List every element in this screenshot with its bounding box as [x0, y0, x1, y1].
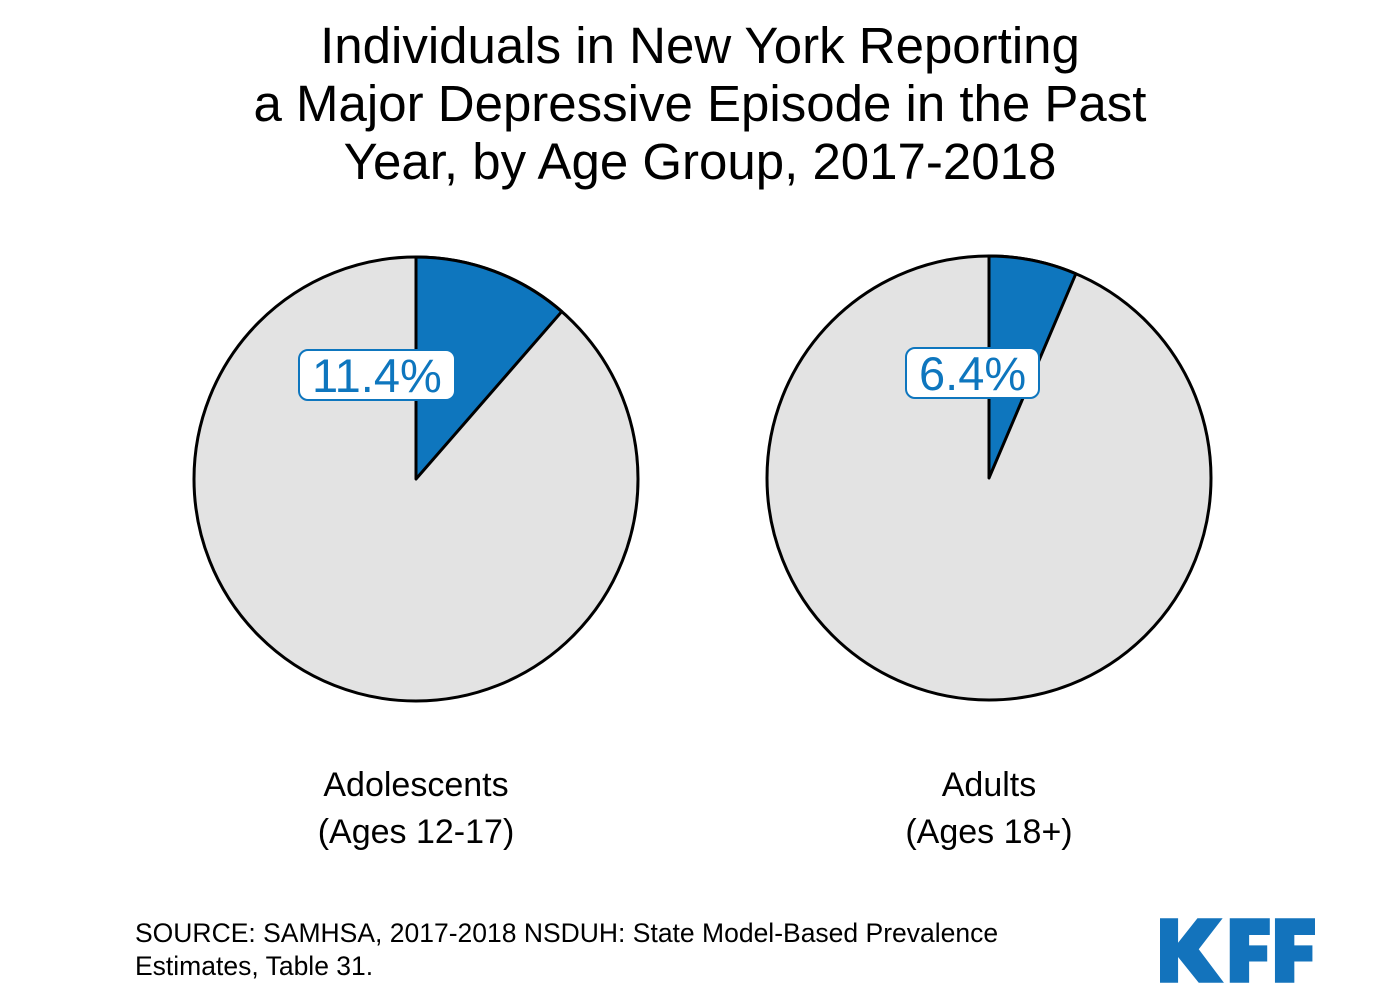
pie-chart-adults [765, 254, 1213, 702]
caption-adolescents: Adolescents (Ages 12-17) [166, 762, 666, 856]
caption-adults-line-2: (Ages 18+) [905, 813, 1073, 851]
caption-adults-line-1: Adults [941, 766, 1037, 804]
value-label-adults-text: 6.4% [919, 346, 1027, 400]
value-label-adolescents: 11.4% [298, 349, 456, 401]
chart-title-line-2: a Major Depressive Episode in the Past [253, 75, 1147, 132]
chart-title-line-3: Year, by Age Group, 2017-2018 [343, 133, 1057, 190]
source-note: SOURCE: SAMHSA, 2017-2018 NSDUH: State M… [135, 917, 1095, 983]
source-note-line-1: SOURCE: SAMHSA, 2017-2018 NSDUH: State M… [135, 918, 999, 948]
source-note-line-2: Estimates, Table 31. [135, 951, 374, 981]
caption-adolescents-line-2: (Ages 12-17) [317, 813, 515, 851]
chart-title: Individuals in New York Reporting a Majo… [0, 17, 1400, 191]
value-label-adults: 6.4% [905, 346, 1041, 400]
chart-title-line-1: Individuals in New York Reporting [320, 17, 1080, 74]
kff-logo-icon [1160, 918, 1315, 983]
caption-adolescents-line-1: Adolescents [323, 766, 509, 804]
caption-adults: Adults (Ages 18+) [739, 762, 1239, 856]
pie-chart-adolescents [192, 255, 640, 703]
value-label-adolescents-text: 11.4% [312, 348, 442, 402]
